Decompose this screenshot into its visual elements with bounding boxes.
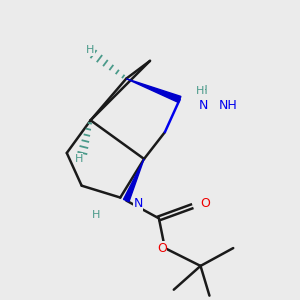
Text: H: H <box>74 154 83 164</box>
Polygon shape <box>126 79 181 103</box>
Text: H: H <box>199 84 208 97</box>
Text: NH: NH <box>218 99 237 112</box>
Text: H: H <box>92 210 101 220</box>
Polygon shape <box>124 159 144 202</box>
Text: H: H <box>86 45 95 56</box>
Text: N: N <box>134 197 143 210</box>
Text: N: N <box>199 99 208 112</box>
Text: O: O <box>157 242 167 255</box>
Text: O: O <box>200 197 210 210</box>
Text: H: H <box>196 85 205 96</box>
